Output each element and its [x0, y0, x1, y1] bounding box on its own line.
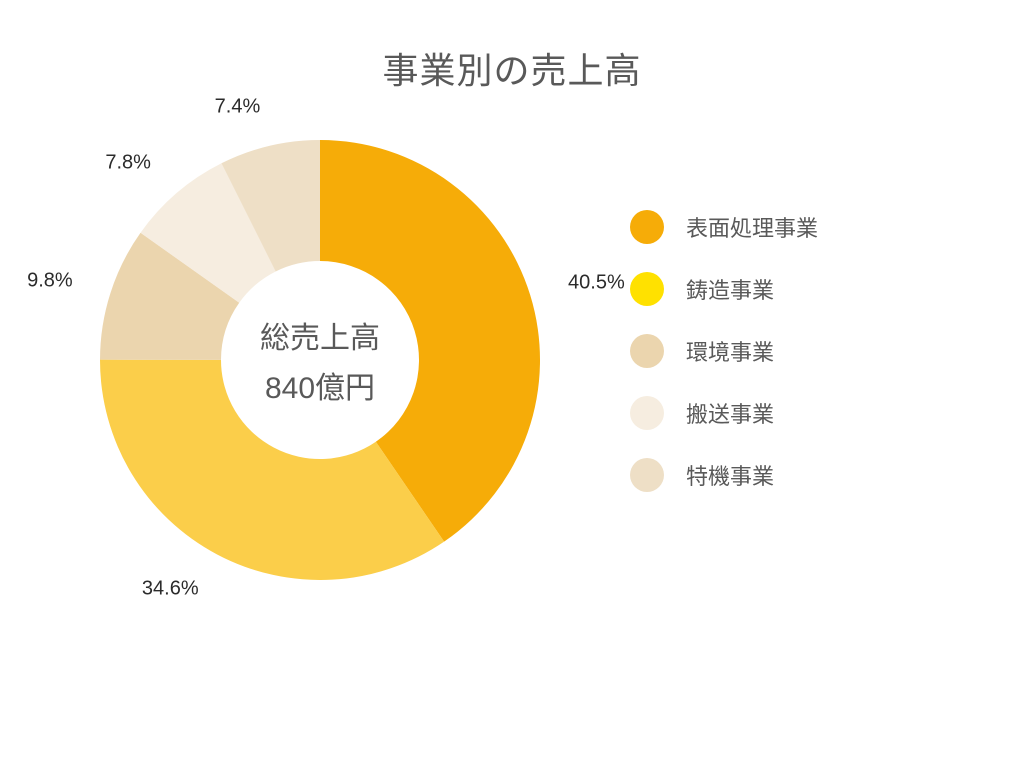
- legend-label: 搬送事業: [686, 397, 774, 429]
- legend-item: 搬送事業: [630, 396, 818, 430]
- legend-swatch: [630, 210, 664, 244]
- legend-label: 鋳造事業: [686, 273, 774, 305]
- legend-item: 特機事業: [630, 458, 818, 492]
- donut-chart: 総売上高 840億円 40.5%34.6%9.8%7.8%7.4%: [100, 140, 540, 580]
- legend-item: 鋳造事業: [630, 272, 818, 306]
- slice-label: 40.5%: [568, 272, 625, 295]
- donut-svg: [100, 140, 540, 580]
- legend-label: 表面処理事業: [686, 211, 818, 243]
- slice-label: 7.4%: [215, 96, 261, 119]
- legend-label: 環境事業: [686, 335, 774, 367]
- legend-item: 表面処理事業: [630, 210, 818, 244]
- donut-slice: [100, 360, 444, 580]
- legend-label: 特機事業: [686, 459, 774, 491]
- legend-swatch: [630, 396, 664, 430]
- slice-label: 7.8%: [105, 152, 151, 175]
- legend-item: 環境事業: [630, 334, 818, 368]
- legend: 表面処理事業鋳造事業環境事業搬送事業特機事業: [630, 210, 818, 492]
- legend-swatch: [630, 334, 664, 368]
- chart-title: 事業別の売上高: [0, 42, 1024, 94]
- slice-label: 9.8%: [27, 270, 73, 293]
- legend-swatch: [630, 458, 664, 492]
- legend-swatch: [630, 272, 664, 306]
- slice-label: 34.6%: [142, 578, 199, 601]
